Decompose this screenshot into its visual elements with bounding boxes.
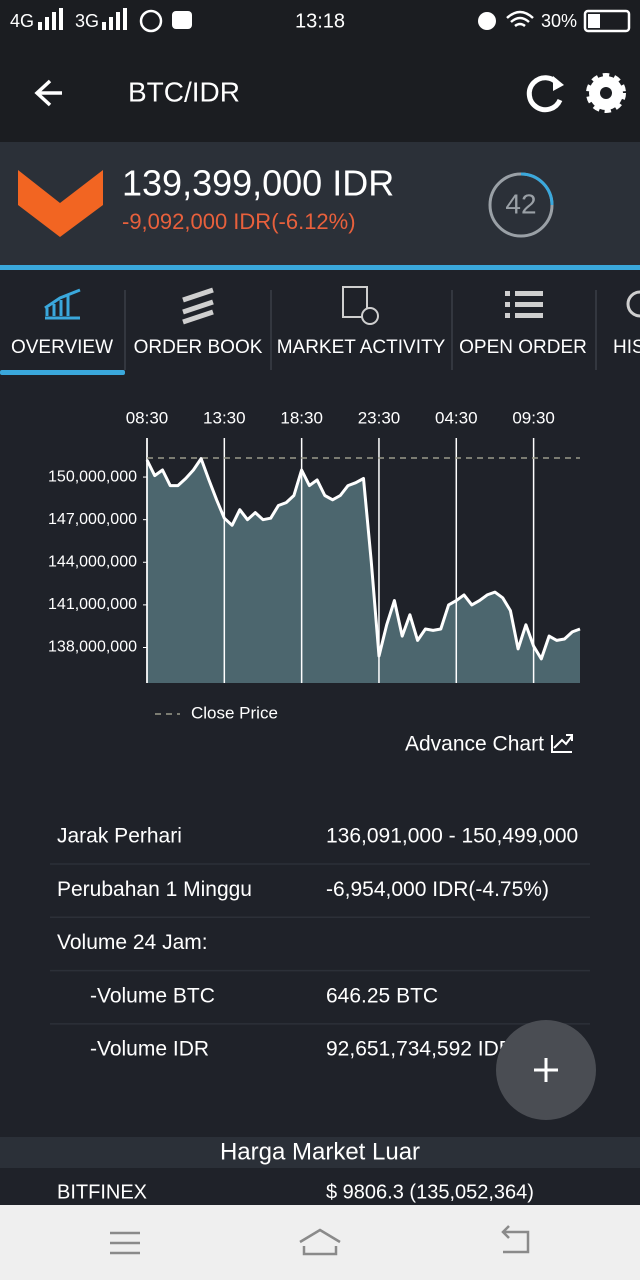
- stat-value: 646.25 BTC: [326, 984, 438, 1007]
- stat-label: Perubahan 1 Minggu: [57, 878, 252, 901]
- battery-fill: [588, 14, 600, 28]
- tab[interactable]: MARKET ACTIVITY: [277, 337, 446, 358]
- nav-bar: [0, 1205, 640, 1280]
- tab-icon: [182, 287, 214, 325]
- home-button[interactable]: [299, 1228, 341, 1256]
- stat-value: 136,091,000 - 150,499,000: [326, 825, 578, 848]
- tab-icon: [626, 290, 640, 318]
- network: 3G: [75, 11, 99, 31]
- active-tab-indicator: [0, 370, 125, 375]
- stat-label: Jarak Perhari: [57, 825, 182, 848]
- countdown-value: 42: [505, 188, 536, 219]
- tab-icon: [505, 291, 543, 318]
- stat-value: 92,651,734,592 IDR: [326, 1038, 514, 1061]
- bbm-icon: [172, 11, 192, 29]
- signal-icon: [102, 8, 127, 30]
- tab-divider: [124, 290, 597, 370]
- tab[interactable]: HIS: [613, 337, 640, 358]
- tab-bar: [0, 270, 640, 375]
- tab-icon: [361, 307, 379, 325]
- stat-label: -Volume BTC: [90, 984, 215, 1007]
- y-tick-label: 150,000,000: [48, 468, 137, 485]
- ticker-panel: [0, 142, 640, 265]
- tab[interactable]: ORDER BOOK: [134, 337, 263, 358]
- x-tick-label: 18:30: [280, 408, 323, 427]
- stat-value: -6,954,000 IDR(-4.75%): [326, 878, 549, 901]
- alarm-icon: [478, 12, 496, 30]
- market-header: [0, 1137, 640, 1168]
- y-tick-label: 138,000,000: [48, 639, 137, 656]
- market-price: $ 9806.3 (135,052,364): [326, 1181, 534, 1203]
- refresh-arrow: [553, 76, 564, 91]
- tab-icon: [44, 288, 81, 320]
- add-icon: [534, 1058, 558, 1082]
- stat-label: Volume 24 Jam:: [57, 931, 208, 954]
- menu-button[interactable]: [110, 1231, 140, 1255]
- tab-icon: [342, 286, 368, 318]
- advance-chart-link[interactable]: Advance Chart: [405, 733, 544, 756]
- x-tick-label: 04:30: [435, 408, 478, 427]
- y-tick-label: 147,000,000: [48, 511, 137, 528]
- tab[interactable]: OPEN ORDER: [459, 337, 587, 358]
- chart: 08:30 13:30 18:30 23:30 04:30 09:30 138,000,00…: [48, 408, 581, 722]
- whatsapp-icon: [139, 9, 163, 33]
- wifi-icon: [506, 10, 534, 28]
- tab[interactable]: OVERVIEW: [11, 337, 113, 358]
- back-button[interactable]: [34, 79, 62, 107]
- x-tick-label: 13:30: [203, 408, 246, 427]
- market-name: BITFINEX: [57, 1181, 147, 1203]
- last-price: 139,399,000 IDR: [122, 163, 394, 204]
- countdown-progress: [520, 172, 554, 206]
- x-tick-label: 09:30: [512, 408, 555, 427]
- market-rows: BITFINEX $ 9806.3 (135,052,364): [57, 1181, 534, 1203]
- y-tick-label: 144,000,000: [48, 553, 137, 570]
- refresh-button[interactable]: [526, 75, 563, 113]
- down-indicator: [18, 170, 103, 237]
- settings-button[interactable]: [586, 73, 626, 113]
- app-title: BTC/IDR: [128, 76, 240, 107]
- network: 4G: [10, 11, 34, 31]
- price-change: -9,092,000 IDR(-6.12%): [122, 209, 356, 234]
- signal-icon: [38, 8, 63, 30]
- battery-level: 30%: [541, 11, 577, 31]
- advance-chart-icon: [551, 734, 573, 753]
- top-bar: [0, 0, 640, 142]
- x-tick-label: 23:30: [358, 408, 401, 427]
- market-title: Harga Market Luar: [220, 1138, 420, 1165]
- x-tick-label: 08:30: [126, 408, 169, 427]
- stat-label: -Volume IDR: [90, 1038, 209, 1061]
- area: [147, 458, 580, 683]
- legend-label: Close Price: [191, 703, 278, 722]
- battery-icon: [583, 9, 631, 33]
- progress-bar: [0, 265, 640, 270]
- stats: Jarak Perhari 136,091,000 - 150,499,000 Pe…: [50, 825, 590, 1061]
- y-tick-label: 141,000,000: [48, 596, 137, 613]
- clock: 13:18: [295, 10, 345, 32]
- back-nav-button[interactable]: [501, 1225, 530, 1254]
- price-line: [145, 457, 581, 661]
